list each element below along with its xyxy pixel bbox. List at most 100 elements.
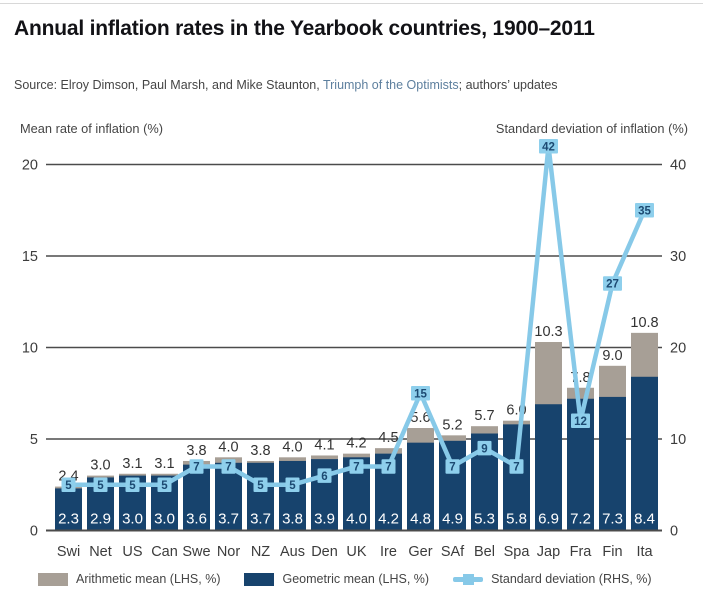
left-axis-tick-label: 20 [22, 158, 38, 174]
geometric-mean-label: 3.8 [282, 511, 303, 528]
geometric-mean-bar [183, 464, 210, 531]
right-axis-tick-label: 0 [670, 524, 678, 540]
standard-deviation-marker [157, 477, 172, 492]
standard-deviation-marker [539, 138, 558, 154]
geometric-mean-bar [247, 462, 274, 531]
standard-deviation-marker [253, 477, 268, 492]
category-label: Fin [602, 544, 622, 560]
legend-label: Arithmetic mean (LHS, %) [76, 572, 221, 586]
legend-line-marker [453, 573, 484, 586]
category-label: Den [311, 544, 338, 560]
arithmetic-mean-label: 3.8 [250, 443, 270, 459]
category-label: SAf [441, 544, 465, 560]
standard-deviation-marker [603, 276, 622, 291]
left-axis-tick-label: 10 [22, 341, 38, 357]
standard-deviation-marker [285, 477, 300, 492]
standard-deviation-marker [411, 386, 430, 401]
category-label: Can [151, 544, 178, 560]
geometric-mean-bar [503, 424, 530, 531]
standard-deviation-label: 5 [65, 480, 72, 492]
standard-deviation-label: 5 [97, 480, 104, 492]
geometric-mean-label: 2.9 [90, 511, 111, 528]
right-axis-tick-label: 40 [670, 158, 686, 174]
category-label: Bel [474, 544, 495, 560]
geometric-mean-label: 7.3 [602, 511, 623, 528]
left-axis-title: Mean rate of inflation (%) [20, 121, 163, 136]
geometric-mean-label: 5.3 [474, 511, 495, 528]
geometric-mean-bar [55, 488, 82, 531]
arithmetic-mean-label: 5.7 [474, 408, 494, 424]
geometric-mean-label: 3.0 [122, 511, 143, 528]
category-label: Aus [280, 544, 305, 560]
geometric-mean-label: 6.9 [538, 511, 559, 528]
source-text-prefix: Source: Elroy Dimson, Paul Marsh, and Mi… [14, 78, 323, 92]
standard-deviation-marker [93, 477, 108, 492]
standard-deviation-label: 7 [225, 462, 231, 474]
standard-deviation-label: 42 [542, 141, 555, 153]
standard-deviation-label: 12 [574, 416, 587, 428]
geometric-mean-bar [535, 404, 562, 531]
standard-deviation-marker [125, 477, 140, 492]
category-label: Net [89, 544, 112, 560]
standard-deviation-label: 7 [353, 462, 359, 474]
left-axis-tick-label: 15 [22, 249, 38, 265]
left-axis-tick-label: 5 [30, 432, 38, 448]
geometric-mean-label: 7.2 [570, 511, 591, 528]
right-axis-tick-label: 20 [670, 341, 686, 357]
arithmetic-mean-label: 10.3 [534, 324, 562, 340]
standard-deviation-marker [477, 440, 492, 456]
geometric-mean-bar [407, 442, 434, 531]
standard-deviation-label: 5 [161, 480, 168, 492]
geometric-mean-label: 3.7 [218, 511, 239, 528]
legend-item: Arithmetic mean (LHS, %) [38, 572, 220, 586]
geometric-mean-label: 3.0 [154, 511, 175, 528]
category-label: Jap [537, 544, 560, 560]
arithmetic-mean-label: 4.0 [282, 439, 302, 455]
geometric-mean-label: 3.9 [314, 511, 335, 528]
standard-deviation-label: 5 [289, 480, 296, 492]
chart-legend: Arithmetic mean (LHS, %) Geometric mean (… [38, 572, 688, 586]
category-label: Swe [182, 544, 210, 560]
arithmetic-mean-label: 4.5 [378, 430, 398, 446]
standard-deviation-label: 9 [481, 443, 487, 455]
standard-deviation-marker [445, 459, 460, 474]
chart-title: Annual inflation rates in the Yearbook c… [14, 17, 595, 40]
arithmetic-mean-label: 5.2 [442, 417, 462, 433]
arithmetic-mean-label: 5.6 [410, 410, 430, 426]
arithmetic-mean-label: 3.1 [154, 456, 174, 472]
category-label: Ita [636, 544, 653, 560]
standard-deviation-marker [349, 459, 364, 474]
standard-deviation-label: 35 [638, 205, 651, 217]
right-axis-tick-label: 30 [670, 249, 686, 265]
arithmetic-mean-label: 4.0 [218, 439, 238, 455]
category-label: NZ [251, 544, 270, 560]
source-note: Source: Elroy Dimson, Paul Marsh, and Mi… [14, 78, 558, 92]
arithmetic-mean-label: 4.1 [314, 437, 334, 453]
legend-line-square [462, 573, 474, 585]
standard-deviation-label: 7 [513, 462, 519, 474]
category-label: Ger [408, 544, 432, 560]
standard-deviation-label: 5 [257, 480, 264, 492]
category-label: Swi [57, 544, 80, 560]
top-divider [0, 3, 703, 4]
arithmetic-mean-label: 9.0 [602, 348, 622, 364]
geometric-mean-bar [439, 440, 466, 531]
standard-deviation-label: 5 [129, 480, 136, 492]
geometric-mean-bar [599, 396, 626, 531]
standard-deviation-marker [509, 459, 524, 474]
geometric-mean-bar [631, 376, 658, 531]
geometric-mean-label: 4.0 [346, 511, 367, 528]
category-label: Ire [380, 544, 397, 560]
right-axis-title: Standard deviation of inflation (%) [495, 121, 688, 136]
standard-deviation-label: 7 [193, 462, 199, 474]
arithmetic-mean-label: 3.1 [122, 456, 142, 472]
arithmetic-mean-label: 3.8 [186, 443, 206, 459]
source-book-title: Triumph of the Optimists [322, 78, 459, 92]
legend-swatch [244, 572, 275, 586]
standard-deviation-marker [635, 203, 654, 218]
geometric-mean-label: 4.2 [378, 511, 399, 528]
category-label: Fra [570, 544, 593, 560]
standard-deviation-marker [189, 459, 204, 474]
legend-swatch [38, 572, 68, 586]
